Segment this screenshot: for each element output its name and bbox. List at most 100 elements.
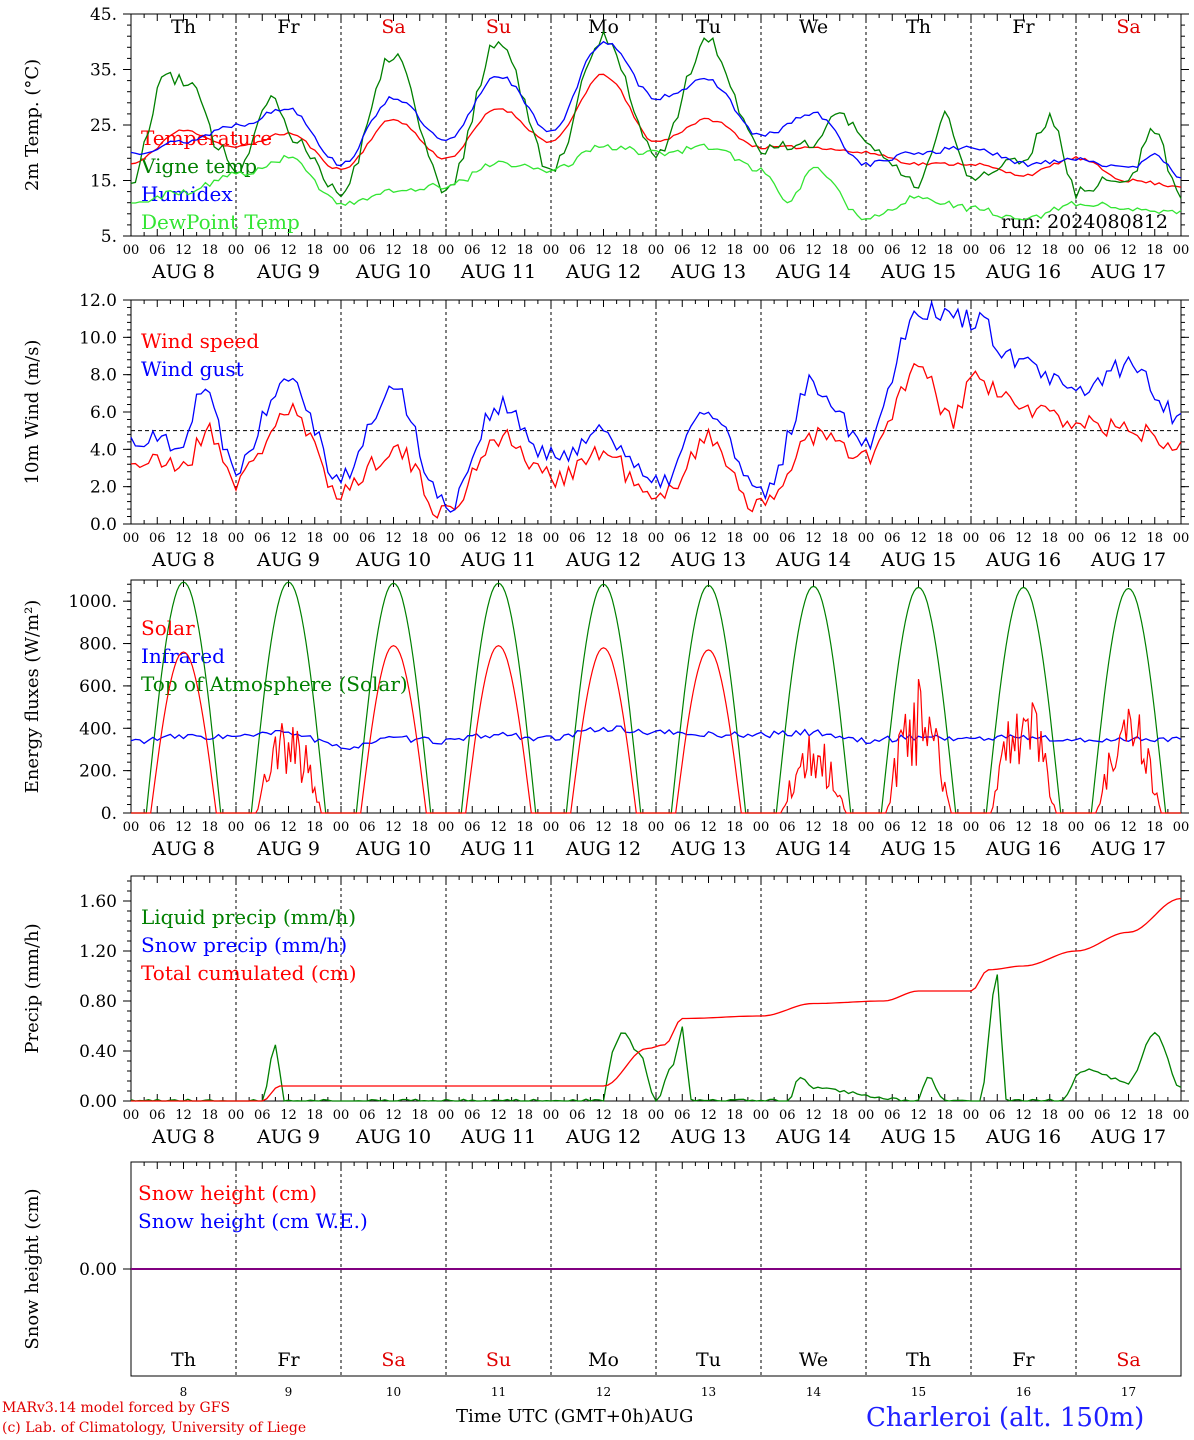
hour-label: 00 (963, 243, 980, 258)
hour-label: 06 (569, 531, 586, 546)
y-tick-label: 6.0 (90, 403, 117, 423)
hour-label: 06 (464, 820, 481, 835)
day-name: Su (486, 1349, 511, 1371)
hour-label: 18 (726, 243, 743, 258)
y-tick-label: 800. (79, 635, 117, 655)
y-tick-label: 200. (79, 762, 117, 782)
hour-label: 00 (648, 243, 665, 258)
hour-label: 00 (333, 243, 350, 258)
hour-label: 00 (858, 1108, 875, 1123)
hour-label: 00 (963, 531, 980, 546)
hour-label: 12 (1120, 1108, 1137, 1123)
hour-label: 00 (543, 820, 560, 835)
hour-label: 00 (1068, 820, 1085, 835)
hour-label: 00 (1068, 1108, 1085, 1123)
day-name: Tu (696, 1349, 721, 1371)
hour-label: 12 (385, 820, 402, 835)
panel-5: 0.00 Snow height (cm) Snow height (cm) Snow… (22, 1161, 1182, 1399)
y-axis-label: 10m Wind (m/s) (22, 340, 43, 485)
series-humidex (130, 40, 1182, 179)
hour-label: 00 (333, 1108, 350, 1123)
hour-label: 12 (595, 531, 612, 546)
hour-label: 18 (411, 820, 428, 835)
day-name: Sa (381, 1349, 405, 1371)
series-temperature (130, 73, 1182, 188)
date-label: AUG 11 (460, 838, 536, 860)
hour-label: 00 (438, 531, 455, 546)
day-name: Su (486, 16, 511, 38)
date-label: AUG 9 (256, 261, 320, 283)
day-name: Tu (696, 16, 721, 38)
hour-label: 06 (359, 531, 376, 546)
hour-label: 12 (910, 531, 927, 546)
y-tick-label: 35. (90, 61, 117, 81)
hour-label: 06 (989, 243, 1006, 258)
date-label: AUG 11 (460, 1126, 536, 1148)
hour-label: 00 (123, 1108, 140, 1123)
model-credit: MARv3.14 model forced by GFS (2, 1400, 231, 1416)
y-tick-label: 0.00 (79, 1260, 117, 1280)
hour-label: 12 (280, 531, 297, 546)
y-axis-label: 2m Temp. (°C) (22, 59, 43, 191)
y-tick-label: 5. (101, 227, 117, 247)
date-label: AUG 14 (775, 1126, 851, 1148)
hour-label: 18 (306, 820, 323, 835)
y-tick-label: 25. (90, 116, 117, 136)
hour-label: 00 (333, 531, 350, 546)
day-name: Th (906, 1349, 931, 1371)
day-name: Fr (1012, 1349, 1035, 1371)
hour-label: 12 (280, 820, 297, 835)
day-number: 16 (1016, 1385, 1031, 1399)
hour-label: 18 (726, 1108, 743, 1123)
hour-label: 06 (569, 1108, 586, 1123)
legend-total-cumulated-cm: Total cumulated (cm) (141, 961, 357, 985)
hour-label: 06 (359, 243, 376, 258)
panel-frame (130, 299, 1182, 525)
hour-label: 12 (1015, 531, 1032, 546)
series-wind-gust (130, 299, 1182, 513)
legend-snow-height-cm-w-e: Snow height (cm W.E.) (138, 1209, 368, 1233)
date-label: AUG 8 (151, 1126, 215, 1148)
hour-label: 06 (884, 1108, 901, 1123)
hour-label: 18 (1146, 243, 1163, 258)
hour-label: 18 (516, 243, 533, 258)
hour-label: 00 (1068, 531, 1085, 546)
hour-label: 06 (254, 820, 271, 835)
hour-label: 00 (123, 243, 140, 258)
hour-label: 00 (858, 531, 875, 546)
date-label: AUG 17 (1090, 549, 1166, 571)
hour-label: 00 (438, 1108, 455, 1123)
day-name: Sa (1116, 1349, 1140, 1371)
date-label: AUG 17 (1090, 261, 1166, 283)
hour-label: 18 (936, 243, 953, 258)
hour-label: 12 (910, 1108, 927, 1123)
panel-2: 12.0 10.0 8.0 6.0 4.0 2.0 0.0 10m Wind (m/s) 00 0… (22, 291, 1189, 571)
hour-label: 12 (490, 243, 507, 258)
legend-infrared: Infrared (141, 644, 225, 668)
date-label: AUG 15 (880, 1126, 956, 1148)
day-number: 12 (596, 1385, 611, 1399)
hour-label: 18 (306, 531, 323, 546)
hour-label: 06 (1094, 820, 1111, 835)
hour-label: 18 (1146, 1108, 1163, 1123)
station-title: Charleroi (alt. 150m) (866, 1403, 1145, 1433)
series-vigne-temp (130, 29, 1182, 201)
hour-label: 00 (648, 820, 665, 835)
date-label: AUG 9 (256, 838, 320, 860)
hour-label: 06 (884, 243, 901, 258)
hour-label: 12 (280, 1108, 297, 1123)
date-label: AUG 12 (565, 549, 641, 571)
hour-label: 00 (123, 531, 140, 546)
date-label: AUG 12 (565, 838, 641, 860)
date-label: AUG 16 (985, 549, 1061, 571)
date-label: AUG 12 (565, 1126, 641, 1148)
hour-label: 12 (700, 531, 717, 546)
date-label: AUG 8 (151, 549, 215, 571)
hour-label: 00 (438, 820, 455, 835)
hour-label: 18 (1041, 531, 1058, 546)
day-name: Fr (1012, 16, 1035, 38)
hour-label: 12 (805, 1108, 822, 1123)
hour-label: 06 (779, 1108, 796, 1123)
hour-label: 00 (1068, 243, 1085, 258)
hour-label: 12 (1120, 531, 1137, 546)
